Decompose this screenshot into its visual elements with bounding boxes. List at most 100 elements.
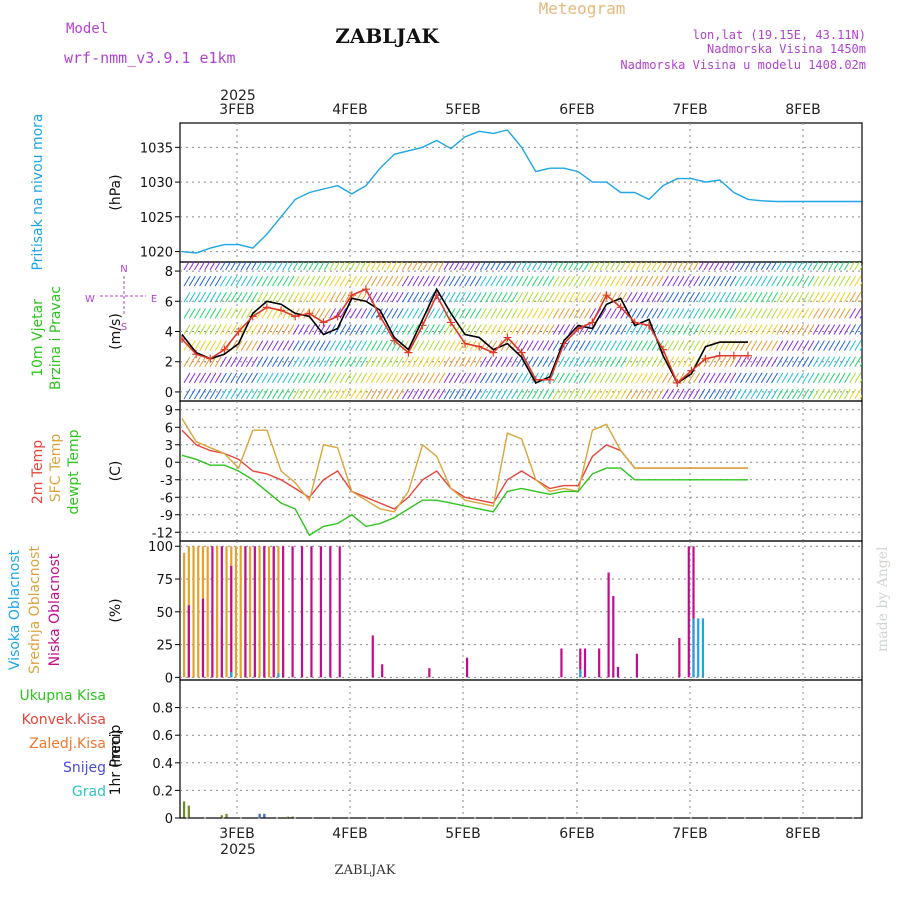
wind-barb [734,262,741,271]
wind-barb [677,308,685,319]
wind-barb [667,275,675,287]
wind-barb [739,372,747,384]
wind-barb [303,275,311,287]
wind-barb [828,291,836,303]
wind-barb [568,291,576,303]
unit-label: (%) [108,598,124,622]
wind-barb [703,275,711,287]
wind-barb [256,275,264,287]
wind-barb [531,388,539,400]
credit-watermark: made by Angel [875,546,891,652]
wind-barb [500,372,508,384]
day-labels-top: 3FEB 4FEB 5FEB 6FEB 7FEB 8FEB [219,102,820,118]
wind-barb [745,340,753,351]
wind-barb [521,262,528,271]
wind-barb [573,340,581,351]
wind-barb [183,388,191,400]
wind-barb [303,291,311,303]
wind-barb [797,340,805,351]
wind-barb [843,340,851,351]
wind-barb [568,262,575,271]
wind-barb [386,308,394,319]
wind-barb [745,291,753,303]
wind-barb [635,324,643,335]
wind-barb [219,340,227,351]
wind-barb [708,324,716,335]
wind-barb [677,356,685,368]
wind-barb [360,340,368,351]
wind-barb [495,291,503,303]
wind-barb [755,356,763,368]
wind-barb [750,372,758,384]
wind-barb [251,262,257,271]
wind-barb [651,356,659,368]
wind-barb [786,275,794,287]
wind-barb [672,356,680,368]
series-group [181,129,862,254]
wind-barb [230,308,238,319]
series-group [183,546,705,678]
wind-barb [277,356,285,368]
wind-barb [188,308,196,319]
wind-barb [739,262,746,271]
wind-barb [407,388,415,400]
wind-barb [459,372,467,384]
compass-letter: N [120,264,127,275]
wind-barb [557,356,565,368]
wind-barb [828,308,836,319]
wind-barb [422,324,430,335]
wind-barb [318,340,326,351]
wind-barb [303,340,311,351]
wind-barb [599,388,607,400]
wind-barb [204,262,211,271]
wind-barb [490,324,498,335]
wind-barb [656,324,664,335]
wind-barb [349,262,356,271]
wind-barb [594,340,602,351]
model-label: Model [66,21,108,37]
wind-barb [459,262,465,271]
wind-barb [469,388,477,400]
wind-barb [464,388,472,400]
wind-barb [557,262,564,271]
wind-barb [646,388,654,400]
wind-barb [630,291,638,303]
wind-barb [204,324,212,335]
wind-barb [199,308,207,319]
wind-barb [781,388,789,400]
wind-barb [521,275,529,287]
wind-barb [256,356,264,368]
wind-barb [786,372,794,384]
wind-barb [261,291,269,303]
wind-barb [786,356,794,368]
series-bar [607,572,610,678]
wind-barb [339,372,347,384]
wind-barb [219,324,227,335]
wind-barb [672,388,680,400]
wind-barb [838,291,846,303]
series-bar [635,653,638,678]
wind-barb [313,388,321,400]
wind-barb [271,275,279,287]
y-tick-label: 50 [156,606,173,621]
wind-barb [771,388,779,400]
wind-barb [412,308,420,319]
wind-barb [375,340,383,351]
wind-barb [542,275,550,287]
wind-barb [734,308,742,319]
wind-barb [511,388,519,400]
wind-barb [204,308,212,319]
wind-barb [453,372,461,384]
wind-barb [225,308,233,319]
wind-barb [734,291,742,303]
wind-barb [823,262,829,271]
wind-barb [427,275,435,287]
wind-barb [760,291,768,303]
wind-barb [407,262,413,271]
wind-barb [854,291,862,303]
wind-barb [599,275,607,287]
wind-barb [282,372,290,384]
wind-barb [687,291,695,303]
wind-barb [485,262,491,271]
wind-barb [630,340,638,351]
